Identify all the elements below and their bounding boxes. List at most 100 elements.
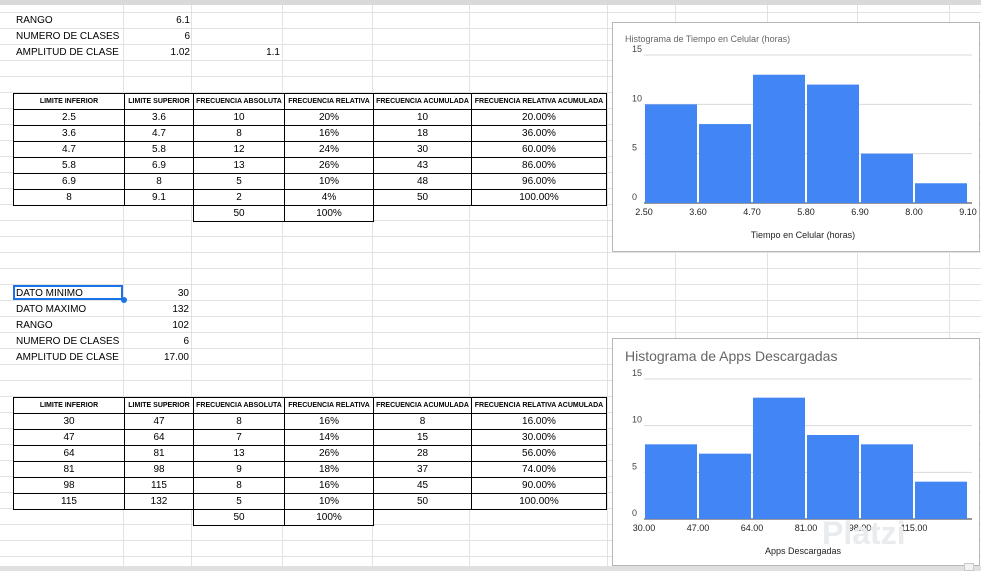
table-cell[interactable]: 6.9 — [13, 173, 125, 190]
table-cell[interactable]: 30 — [373, 141, 472, 158]
table-cell[interactable]: 8 — [124, 173, 194, 190]
stat-label-clases[interactable]: NUMERO DE CLASES — [16, 31, 120, 42]
table-cell[interactable]: 8 — [373, 413, 472, 430]
table-cell[interactable]: 36.00% — [471, 125, 607, 142]
table-cell[interactable]: 7 — [193, 429, 285, 446]
table-cell[interactable]: 12 — [193, 141, 285, 158]
header-cell[interactable]: FRECUENCIA RELATIVA — [284, 397, 374, 414]
table-cell[interactable]: 132 — [124, 493, 194, 510]
table-cell[interactable]: 50 — [373, 493, 472, 510]
stat-label-minimo[interactable]: DATO MINIMO — [16, 288, 83, 299]
table-cell[interactable]: 64 — [124, 429, 194, 446]
stat-value-rango[interactable]: 6.1 — [176, 15, 190, 26]
stat-value-rango[interactable]: 102 — [172, 320, 189, 331]
table-cell[interactable]: 14% — [284, 429, 374, 446]
table-cell[interactable]: 47 — [124, 413, 194, 430]
stat-value-amplitud-rounded[interactable]: 1.1 — [266, 47, 280, 58]
table-cell[interactable]: 37 — [373, 461, 472, 478]
table-cell[interactable]: 100.00% — [471, 493, 607, 510]
table-cell[interactable]: 3.6 — [124, 109, 194, 126]
stat-value-clases[interactable]: 6 — [183, 336, 189, 347]
table-cell[interactable]: 100.00% — [471, 189, 607, 206]
table-cell[interactable]: 4.7 — [13, 141, 125, 158]
table-cell[interactable]: 30 — [13, 413, 125, 430]
total-relative[interactable]: 100% — [284, 509, 374, 526]
header-cell[interactable]: FRECUENCIA RELATIVA ACUMULADA — [471, 93, 607, 110]
table-cell[interactable]: 5 — [193, 493, 285, 510]
table-cell[interactable]: 10 — [193, 109, 285, 126]
header-cell[interactable]: FRECUENCIA ACUMULADA — [373, 93, 472, 110]
table-cell[interactable]: 60.00% — [471, 141, 607, 158]
table-cell[interactable]: 16% — [284, 477, 374, 494]
table-cell[interactable]: 4.7 — [124, 125, 194, 142]
table-cell[interactable]: 28 — [373, 445, 472, 462]
stat-label-rango[interactable]: RANGO — [16, 320, 53, 331]
selected-cell-outline[interactable] — [13, 285, 123, 300]
table-cell[interactable]: 8 — [193, 413, 285, 430]
table-cell[interactable]: 2 — [193, 189, 285, 206]
table-cell[interactable]: 30.00% — [471, 429, 607, 446]
fill-handle[interactable] — [121, 297, 127, 303]
histogram-chart-apps[interactable]: Histograma de Apps Descargadas 0 5 10 15 30.0… — [612, 338, 980, 566]
table-cell[interactable]: 64 — [13, 445, 125, 462]
table-cell[interactable]: 26% — [284, 157, 374, 174]
table-cell[interactable]: 5.8 — [13, 157, 125, 174]
total-relative[interactable]: 100% — [284, 205, 374, 222]
table-cell[interactable]: 20.00% — [471, 109, 607, 126]
table-cell[interactable]: 26% — [284, 445, 374, 462]
stat-label-maximo[interactable]: DATO MAXIMO — [16, 304, 87, 315]
header-cell[interactable]: FRECUENCIA ABSOLUTA — [193, 93, 285, 110]
table-cell[interactable]: 10% — [284, 493, 374, 510]
table-cell[interactable]: 13 — [193, 157, 285, 174]
table-cell[interactable]: 8 — [13, 189, 125, 206]
table-cell[interactable]: 43 — [373, 157, 472, 174]
table-cell[interactable]: 9.1 — [124, 189, 194, 206]
empty-cell[interactable] — [125, 510, 194, 526]
table-cell[interactable]: 98 — [13, 477, 125, 494]
table-cell[interactable]: 2.5 — [13, 109, 125, 126]
header-cell[interactable]: FRECUENCIA ACUMULADA — [373, 397, 472, 414]
table-cell[interactable]: 47 — [13, 429, 125, 446]
table-cell[interactable]: 115 — [13, 493, 125, 510]
table-cell[interactable]: 16.00% — [471, 413, 607, 430]
table-cell[interactable]: 24% — [284, 141, 374, 158]
header-cell[interactable]: LIMITE INFERIOR — [13, 93, 125, 110]
table-cell[interactable]: 18 — [373, 125, 472, 142]
table-cell[interactable]: 48 — [373, 173, 472, 190]
table-cell[interactable]: 5 — [193, 173, 285, 190]
table-cell[interactable]: 90.00% — [471, 477, 607, 494]
total-absolute[interactable]: 50 — [193, 205, 285, 222]
total-absolute[interactable]: 50 — [193, 509, 285, 526]
table-cell[interactable]: 74.00% — [471, 461, 607, 478]
header-cell[interactable]: LIMITE INFERIOR — [13, 397, 125, 414]
table-cell[interactable]: 6.9 — [124, 157, 194, 174]
header-cell[interactable]: LIMITE SUPERIOR — [124, 397, 194, 414]
stat-value-amplitud[interactable]: 17.00 — [163, 352, 189, 363]
histogram-chart-tiempo[interactable]: Histograma de Tiempo en Celular (horas) 0… — [612, 22, 980, 252]
empty-cell[interactable] — [472, 206, 607, 222]
header-cell[interactable]: FRECUENCIA RELATIVA ACUMULADA — [471, 397, 607, 414]
stat-label-rango[interactable]: RANGO — [16, 15, 53, 26]
table-cell[interactable]: 56.00% — [471, 445, 607, 462]
stat-value-clases[interactable]: 6 — [184, 31, 190, 42]
empty-cell[interactable] — [374, 206, 472, 222]
scrollbar-thumb[interactable] — [964, 563, 974, 571]
table-cell[interactable]: 81 — [124, 445, 194, 462]
table-cell[interactable]: 15 — [373, 429, 472, 446]
table-cell[interactable]: 3.6 — [13, 125, 125, 142]
stat-value-maximo[interactable]: 132 — [172, 304, 189, 315]
stat-value-amplitud[interactable]: 1.02 — [170, 47, 190, 58]
empty-cell[interactable] — [125, 206, 194, 222]
stat-label-clases[interactable]: NUMERO DE CLASES — [16, 336, 120, 347]
stat-label-amplitud[interactable]: AMPLITUD DE CLASE — [16, 352, 119, 363]
table-cell[interactable]: 81 — [13, 461, 125, 478]
table-cell[interactable]: 50 — [373, 189, 472, 206]
empty-cell[interactable] — [14, 510, 125, 526]
table-cell[interactable]: 8 — [193, 125, 285, 142]
header-cell[interactable]: FRECUENCIA ABSOLUTA — [193, 397, 285, 414]
table-cell[interactable]: 115 — [124, 477, 194, 494]
table-cell[interactable]: 16% — [284, 125, 374, 142]
table-cell[interactable]: 98 — [124, 461, 194, 478]
table-cell[interactable]: 10 — [373, 109, 472, 126]
empty-cell[interactable] — [472, 510, 607, 526]
